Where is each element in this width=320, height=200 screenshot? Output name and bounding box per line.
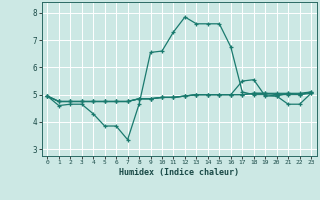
X-axis label: Humidex (Indice chaleur): Humidex (Indice chaleur) <box>119 168 239 177</box>
